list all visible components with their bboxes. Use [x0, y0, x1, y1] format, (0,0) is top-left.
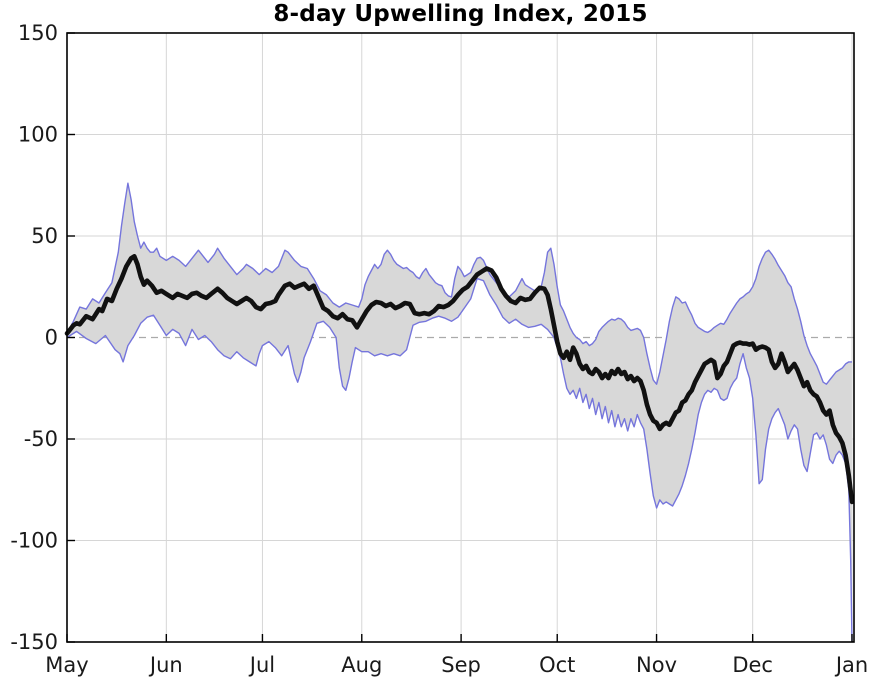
upper-bound-line — [66, 182, 852, 385]
y-tick-label: -100 — [10, 529, 58, 553]
band-edge-lines — [66, 182, 853, 643]
y-tick-label: 0 — [45, 326, 58, 350]
chart-title: 8-day Upwelling Index, 2015 — [273, 1, 648, 27]
y-tick-label: -150 — [10, 630, 58, 654]
x-tick-label: Jul — [248, 653, 275, 677]
y-tick-label: 100 — [18, 123, 58, 147]
y-tick-labels: -150 -100 -50 0 50 100 150 — [10, 21, 58, 654]
confidence-band — [67, 183, 852, 642]
x-tick-label: Jan — [834, 653, 868, 677]
x-tick-labels: May Jun Jul Aug Sep Oct Nov Dec Jan — [45, 653, 868, 677]
mean-index-line — [64, 253, 855, 505]
x-tick-label: Sep — [441, 653, 481, 677]
x-tick-label: May — [45, 653, 88, 677]
mean-series — [64, 253, 855, 505]
lower-bound-line — [66, 277, 853, 643]
y-tick-label: 150 — [18, 21, 58, 45]
axis-ticks — [66, 32, 853, 643]
x-tick-label: Dec — [732, 653, 773, 677]
x-tick-label: Jun — [148, 653, 183, 677]
x-tick-label: Oct — [539, 653, 575, 677]
x-tick-label: Nov — [636, 653, 677, 677]
x-tick-label: Aug — [341, 653, 382, 677]
y-tick-label: 50 — [31, 224, 58, 248]
y-tick-label: -50 — [24, 427, 58, 451]
